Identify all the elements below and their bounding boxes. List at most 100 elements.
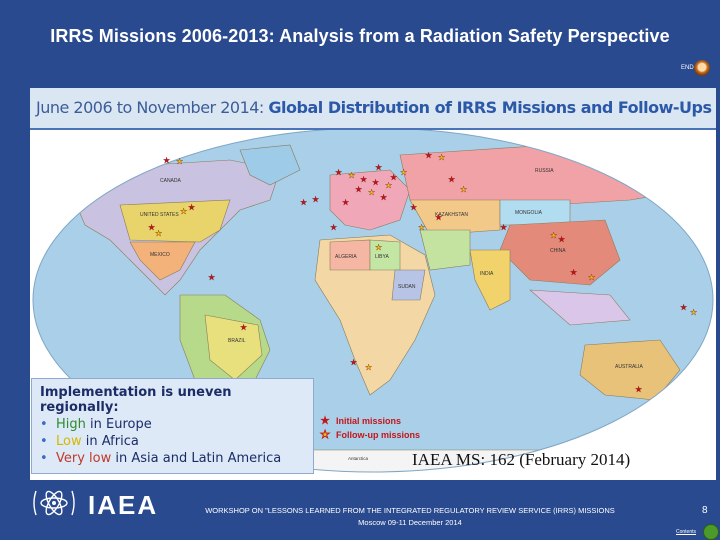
level-low: Low xyxy=(56,434,82,449)
sudan xyxy=(391,269,426,301)
implementation-box: Implementation is uneven regionally: • Hi… xyxy=(31,378,314,474)
middle-east xyxy=(419,229,471,271)
iaea-wordmark: IAEA xyxy=(88,490,159,520)
list-item: • Very low in Asia and Latin America xyxy=(40,451,282,466)
mission-stars: ★ ★ ★ ★ ★ ★ ★ ★ ★ ★ ★ ★ ★ ★ ★ ★ ★ ★ ★ ★ ★ ★ ★ ★ ★ ★ ★ ★ ★ ★ ★ ★ ★ ★ ★ ★ ★ ★ ★ ★… xyxy=(148,151,697,394)
initial-mission-star: ★ xyxy=(148,223,155,232)
initial-mission-star: ★ xyxy=(680,303,687,312)
initial-mission-star: ★ xyxy=(208,273,215,282)
subtitle-bar xyxy=(30,88,716,130)
followup-mission-star: ★ xyxy=(400,168,407,177)
initial-mission-star: ★ xyxy=(350,358,357,367)
initial-mission-star: ★ xyxy=(500,223,507,232)
workshop-caption: WORKSHOP ON "LESSONS LEARNED FROM THE IN… xyxy=(180,505,640,529)
greenland xyxy=(239,144,301,186)
region-asia-latam: in Asia and Latin America xyxy=(115,451,282,466)
label-antarctica: Antarctica xyxy=(348,456,369,461)
mexico xyxy=(129,241,196,281)
initial-mission-star: ★ xyxy=(570,268,577,277)
followup-mission-star: ★ xyxy=(375,243,382,252)
implementation-heading: Implementation is uneven regionally: xyxy=(40,385,232,415)
initial-mission-star: ★ xyxy=(375,163,382,172)
legend-followup: Follow-up missions xyxy=(336,430,421,440)
label-sudan: SUDAN xyxy=(398,284,416,290)
label-kazakhstan: KAZAKHSTAN xyxy=(435,212,468,218)
initial-mission-star: ★ xyxy=(163,156,170,165)
followup-mission-star: ★ xyxy=(176,157,183,166)
initial-mission-star: ★ xyxy=(380,193,387,202)
kazakhstan xyxy=(409,199,501,236)
list-item: • Low in Africa xyxy=(40,434,139,449)
implementation-list: • High in Europe • Low in Africa • Very low… xyxy=(40,417,305,466)
member-states-count: IAEA MS: 162 (February 2014) xyxy=(412,450,631,469)
initial-mission-star: ★ xyxy=(342,198,349,207)
initial-mission-star: ★ xyxy=(425,151,432,160)
slide-subtitle: June 2006 to November 2014: Global Distr… xyxy=(36,98,712,117)
initial-mission-star: ★ xyxy=(312,195,319,204)
initial-mission-star: ★ xyxy=(188,203,195,212)
initial-mission-star: ★ xyxy=(335,168,342,177)
followup-star-icon: ★ xyxy=(320,428,330,441)
page-number: 8 xyxy=(702,505,708,516)
level-high: High xyxy=(56,417,86,432)
initial-mission-star: ★ xyxy=(300,198,307,207)
region-europe: in Europe xyxy=(90,417,152,432)
initial-mission-star: ★ xyxy=(355,185,362,194)
label-russia: RUSSIA xyxy=(535,168,554,174)
followup-mission-star: ★ xyxy=(438,153,445,162)
followup-mission-star: ★ xyxy=(550,231,557,240)
initial-mission-star: ★ xyxy=(435,213,442,222)
followup-mission-star: ★ xyxy=(460,185,467,194)
brazil xyxy=(204,314,263,381)
label-china: CHINA xyxy=(550,248,566,254)
followup-mission-star: ★ xyxy=(155,229,162,238)
label-brazil: BRAZIL xyxy=(228,338,246,344)
initial-mission-star: ★ xyxy=(635,385,642,394)
southeast-asia xyxy=(529,289,631,326)
label-mexico: MEXICO xyxy=(150,252,170,258)
europe xyxy=(329,169,411,231)
label-mongolia: MONGOLIA xyxy=(515,210,543,216)
initial-mission-star: ★ xyxy=(360,175,367,184)
subtitle-strong: Global Distribution of IRRS Missions and… xyxy=(268,98,712,117)
initial-mission-star: ★ xyxy=(390,173,397,182)
contents-link[interactable]: Contents xyxy=(676,529,697,535)
label-india: INDIA xyxy=(480,271,494,277)
level-very-low: Very low xyxy=(56,451,112,466)
initial-mission-star: ★ xyxy=(372,178,379,187)
slide-title: IRRS Missions 2006-2013: Analysis from a… xyxy=(50,26,670,46)
label-algeria: ALGERIA xyxy=(335,254,357,260)
legend-initial: Initial missions xyxy=(336,416,402,426)
followup-mission-star: ★ xyxy=(368,188,375,197)
followup-mission-star: ★ xyxy=(365,363,372,372)
india xyxy=(469,249,511,311)
label-australia: AUSTRALIA xyxy=(615,364,643,370)
list-item: • High in Europe xyxy=(40,417,152,432)
end-link[interactable]: END xyxy=(681,65,694,71)
initial-mission-star: ★ xyxy=(448,175,455,184)
followup-mission-star: ★ xyxy=(385,181,392,190)
footer-bar xyxy=(0,480,720,540)
country-labels: CANADA UNITED STATES MEXICO BRAZIL ALGER… xyxy=(140,168,643,461)
label-united-states: UNITED STATES xyxy=(140,212,179,218)
followup-mission-star: ★ xyxy=(348,171,355,180)
subtitle-prefix: June 2006 to November 2014: xyxy=(36,98,264,117)
initial-mission-star: ★ xyxy=(330,223,337,232)
followup-mission-star: ★ xyxy=(588,273,595,282)
followup-mission-star: ★ xyxy=(180,207,187,216)
followup-mission-star: ★ xyxy=(418,223,425,232)
home-arrow-icon[interactable] xyxy=(703,524,719,540)
label-libya: LIBYA xyxy=(375,254,389,260)
initial-mission-star: ★ xyxy=(240,323,247,332)
map-legend: ★ Initial missions ★ Follow-up missions xyxy=(318,414,428,450)
workshop-line-2: Moscow 09-11 December 2014 xyxy=(358,518,462,527)
united-states xyxy=(119,199,231,243)
region-africa: in Africa xyxy=(85,434,139,449)
initial-star-icon: ★ xyxy=(320,414,330,427)
initial-mission-star: ★ xyxy=(558,235,565,244)
followup-mission-star: ★ xyxy=(690,308,697,317)
end-circle-icon[interactable] xyxy=(694,60,710,76)
iaea-atom-logo xyxy=(33,490,75,516)
initial-mission-star: ★ xyxy=(410,203,417,212)
workshop-line-1: WORKSHOP ON "LESSONS LEARNED FROM THE IN… xyxy=(205,506,615,515)
